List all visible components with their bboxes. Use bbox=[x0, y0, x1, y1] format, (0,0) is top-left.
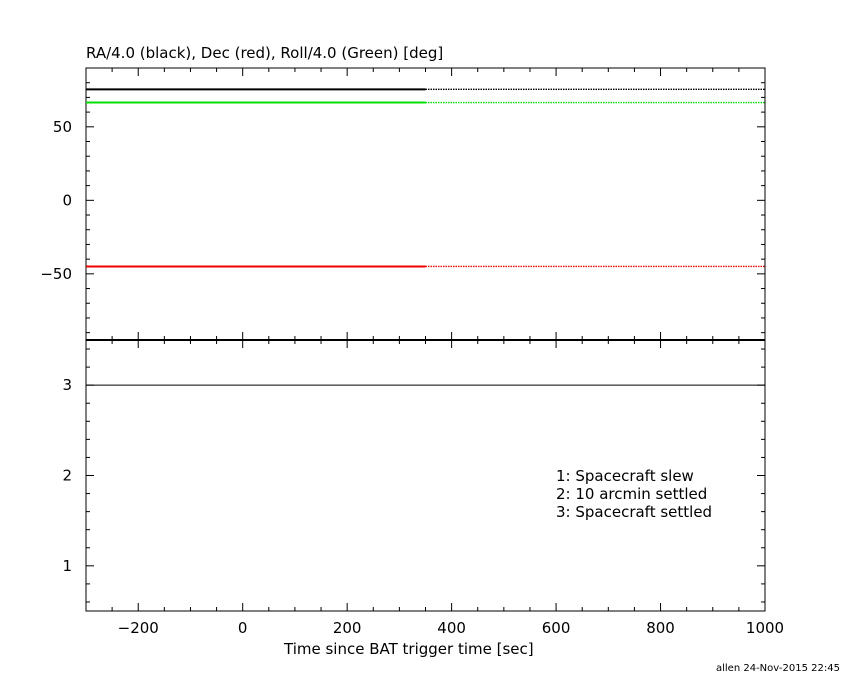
x-axis-label: Time since BAT trigger time [sec] bbox=[284, 640, 534, 658]
timestamp-footer: allen 24-Nov-2015 22:45 bbox=[716, 663, 840, 674]
bottom-x-tick-label: 400 bbox=[437, 619, 466, 637]
bottom-x-tick-label: 1000 bbox=[746, 619, 784, 637]
bottom-x-tick-label: −200 bbox=[118, 619, 159, 637]
legend-entry: 3: Spacecraft settled bbox=[556, 503, 712, 521]
bottom-x-tick-label: 800 bbox=[646, 619, 675, 637]
top-y-tick-label: −50 bbox=[40, 265, 72, 283]
bottom-y-tick-label: 3 bbox=[62, 376, 72, 394]
bottom-y-tick-label: 2 bbox=[62, 467, 72, 485]
bottom-y-tick-label: 1 bbox=[62, 557, 72, 575]
legend-entry: 2: 10 arcmin settled bbox=[556, 485, 707, 503]
bottom-x-tick-label: 600 bbox=[542, 619, 571, 637]
bottom-x-tick-label: 200 bbox=[333, 619, 362, 637]
settle-status-panel: 3 2 1 −200 0 200 400 600 800 1000 1: Spacecraft sl… bbox=[62, 339, 784, 637]
chart-title: RA/4.0 (black), Dec (red), Roll/4.0 (Gre… bbox=[86, 44, 444, 62]
top-y-tick-label: 50 bbox=[53, 118, 72, 136]
attitude-panel: 50 0 −50 bbox=[40, 67, 766, 341]
top-y-tick-label: 0 bbox=[62, 191, 72, 209]
top-plot-frame bbox=[85, 67, 766, 341]
bottom-x-tick-label: 0 bbox=[238, 619, 248, 637]
legend-entry: 1: Spacecraft slew bbox=[556, 467, 694, 485]
